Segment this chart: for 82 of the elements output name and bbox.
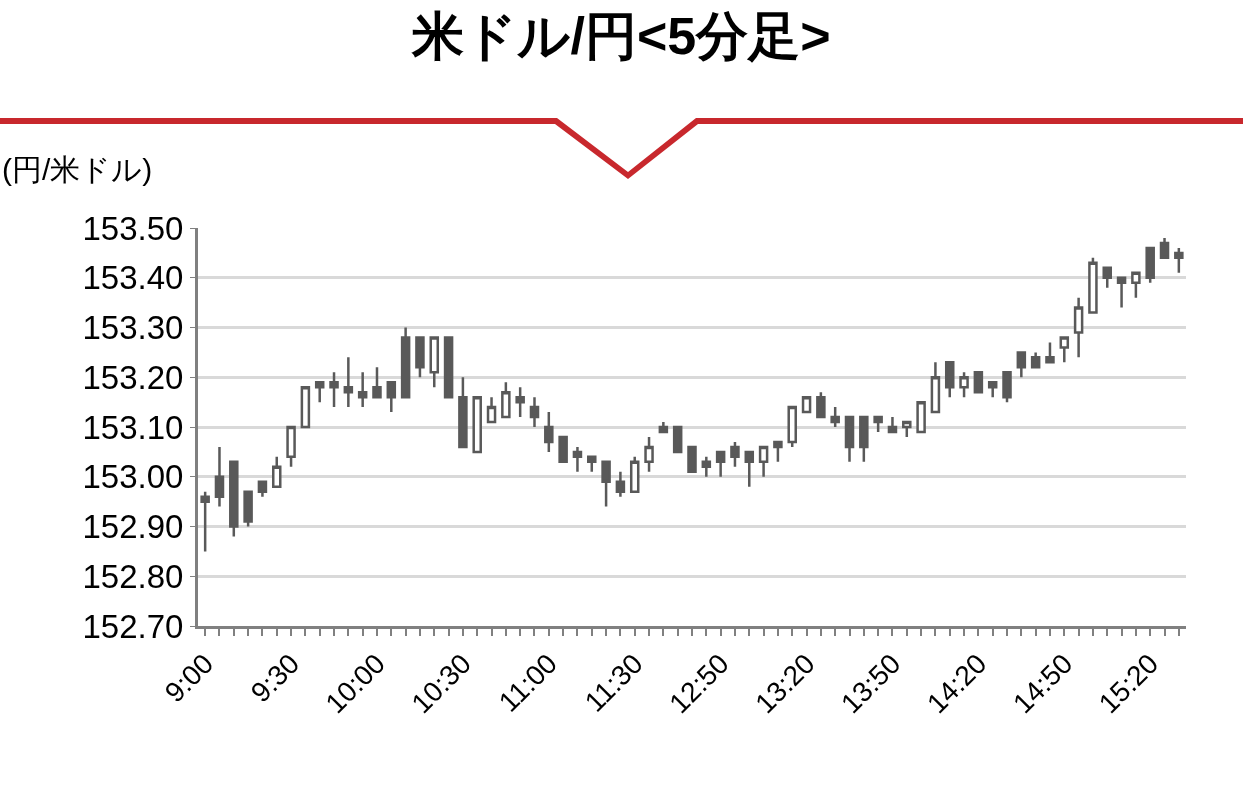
candlestick: [730, 440, 740, 469]
y-tick-label: 153.50: [82, 209, 184, 247]
candlestick: [744, 450, 755, 488]
candlestick: [801, 395, 812, 414]
candlestick: [587, 455, 597, 474]
candlestick: [529, 395, 540, 429]
candlestick: [544, 410, 554, 454]
candlestick: [1088, 256, 1098, 314]
candlestick: [214, 445, 225, 508]
candlestick: [1145, 246, 1155, 284]
candlestick: [773, 440, 783, 464]
candlestick: [987, 380, 998, 399]
candlestick: [701, 455, 712, 478]
candlestick: [272, 455, 282, 488]
candlestick: [472, 395, 482, 454]
candlestick: [1102, 266, 1112, 289]
candlestick: [687, 445, 697, 474]
y-axis-title: (円/米ドル): [2, 153, 153, 186]
candlestick: [816, 390, 826, 419]
candlestick: [973, 371, 984, 394]
candlestick: [415, 336, 425, 379]
y-tick-label: 152.70: [82, 607, 184, 645]
y-tick-label: 152.90: [82, 508, 184, 546]
candlestick: [200, 490, 210, 553]
candlestick: [1045, 341, 1055, 364]
candlestick: [758, 445, 769, 478]
candlestick: [902, 420, 912, 439]
x-tick-label: 9:00: [158, 647, 220, 709]
candlestick: [658, 420, 669, 434]
candlestick: [930, 361, 941, 414]
y-tick-label: 153.00: [82, 458, 184, 496]
candlestick: [1002, 371, 1012, 404]
y-tick-label: 153.30: [82, 309, 184, 347]
candlestick: [243, 490, 253, 528]
chart-title: 米ドル/円<5分足>: [411, 6, 831, 65]
candlestick: [644, 435, 654, 474]
candlestick: [873, 415, 883, 434]
candlestick: [429, 336, 440, 389]
y-tick-label: 153.40: [82, 259, 184, 297]
candlestick: [959, 371, 969, 399]
candlestick: [715, 450, 726, 478]
candlestick: [615, 470, 626, 498]
candlestick: [486, 395, 497, 424]
candlestick: [458, 376, 468, 449]
candlestick: [286, 425, 296, 469]
candlestick: [1159, 236, 1170, 260]
candlestick: [629, 455, 640, 493]
candlestick: [501, 380, 511, 419]
candlestick: [1073, 296, 1084, 359]
candlestick: [558, 435, 568, 464]
candlestick: [1116, 276, 1127, 309]
candlestick: [601, 460, 611, 508]
y-tick-label: 152.80: [82, 557, 184, 595]
candlestick: [672, 425, 683, 454]
candlestick: [1059, 336, 1070, 364]
candlestick: [572, 445, 583, 474]
candlestick: [343, 356, 354, 409]
candlestick: [916, 400, 926, 434]
candlestick: [515, 385, 525, 419]
candlestick: [1131, 271, 1141, 299]
candlestick: [787, 405, 797, 449]
candlestick: [1016, 351, 1027, 379]
candlestick: [1030, 351, 1041, 369]
candlestick: [1174, 246, 1184, 275]
candlestick: [844, 415, 855, 464]
candlestick: [400, 326, 411, 399]
candlestick: [887, 415, 898, 434]
candlestick: [329, 371, 339, 409]
y-tick-label: 153.20: [82, 358, 184, 396]
candlestick: [944, 361, 955, 399]
candlestick: [859, 415, 869, 464]
candlestick: [314, 380, 325, 404]
candlestick: [257, 480, 268, 498]
candlestick: [300, 385, 311, 429]
candlestick: [386, 380, 397, 414]
x-tick-label: 9:30: [244, 647, 306, 709]
candlestick: [443, 336, 454, 399]
candlestick: [830, 405, 840, 429]
candlestick: [357, 371, 368, 409]
candlestick: [229, 460, 239, 538]
y-tick-label: 153.10: [82, 408, 184, 446]
candlestick: [372, 366, 382, 399]
